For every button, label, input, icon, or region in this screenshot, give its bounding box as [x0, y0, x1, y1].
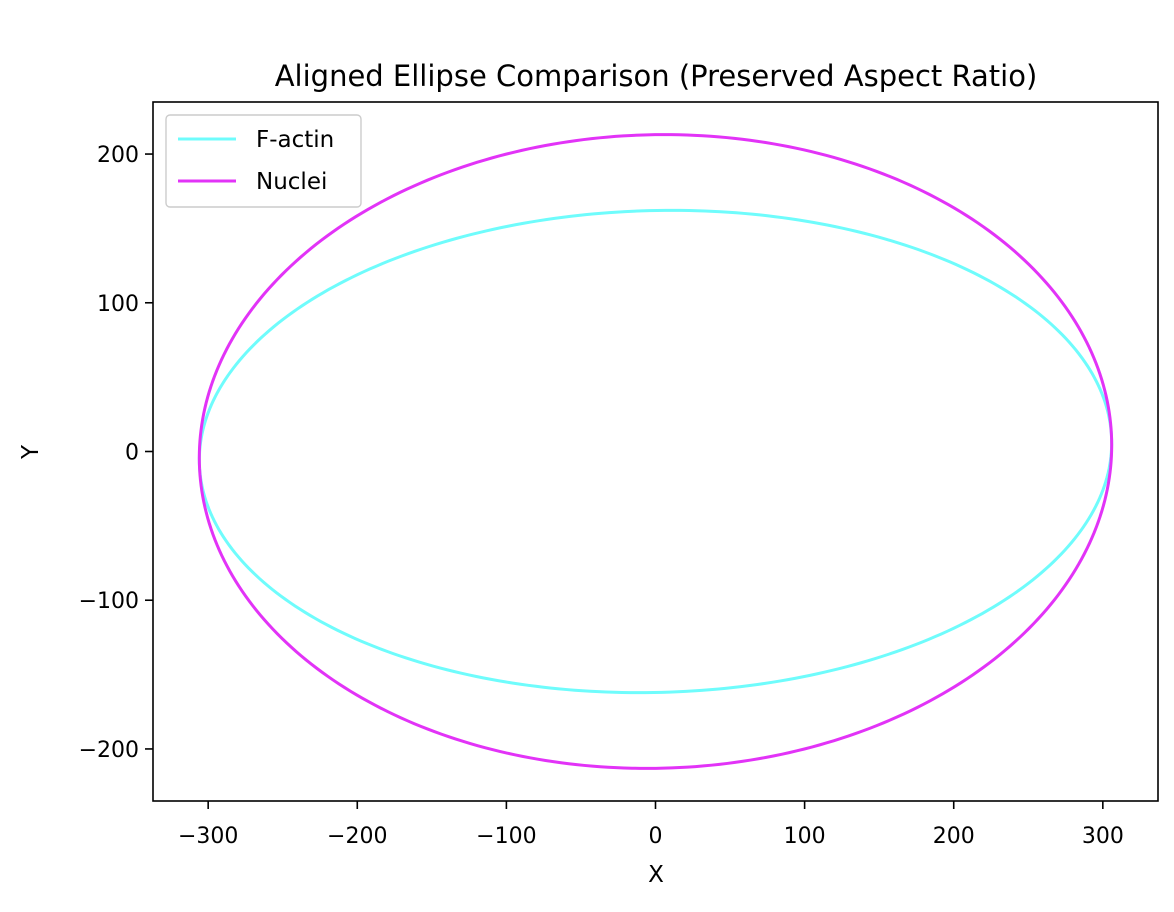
y-tick-label: −200 [79, 738, 139, 763]
x-tick-label: −100 [476, 824, 536, 849]
y-axis: −200 −100 0 100 200 [79, 143, 153, 763]
legend: F-actin Nuclei [165, 114, 362, 208]
x-axis: −300 −200 −100 0 100 200 300 [178, 801, 1124, 849]
x-tick-label: −300 [178, 824, 238, 849]
x-tick-label: 100 [784, 824, 826, 849]
chart-title: Aligned Ellipse Comparison (Preserved As… [275, 59, 1038, 93]
x-axis-label: X [648, 862, 664, 888]
x-tick-label: −200 [327, 824, 387, 849]
x-tick-label: 200 [933, 824, 975, 849]
x-tick-label: 0 [649, 824, 663, 849]
legend-label-f-actin: F-actin [256, 127, 334, 153]
y-tick-label: 0 [125, 441, 139, 466]
y-tick-label: 100 [97, 292, 139, 317]
series-layer [197, 133, 1114, 770]
y-tick-label: −100 [79, 589, 139, 614]
x-tick-label: 300 [1082, 824, 1124, 849]
series-line-nuclei [197, 133, 1114, 770]
y-tick-label: 200 [97, 143, 139, 168]
legend-label-nuclei: Nuclei [256, 169, 327, 195]
y-axis-label: Y [18, 444, 44, 460]
